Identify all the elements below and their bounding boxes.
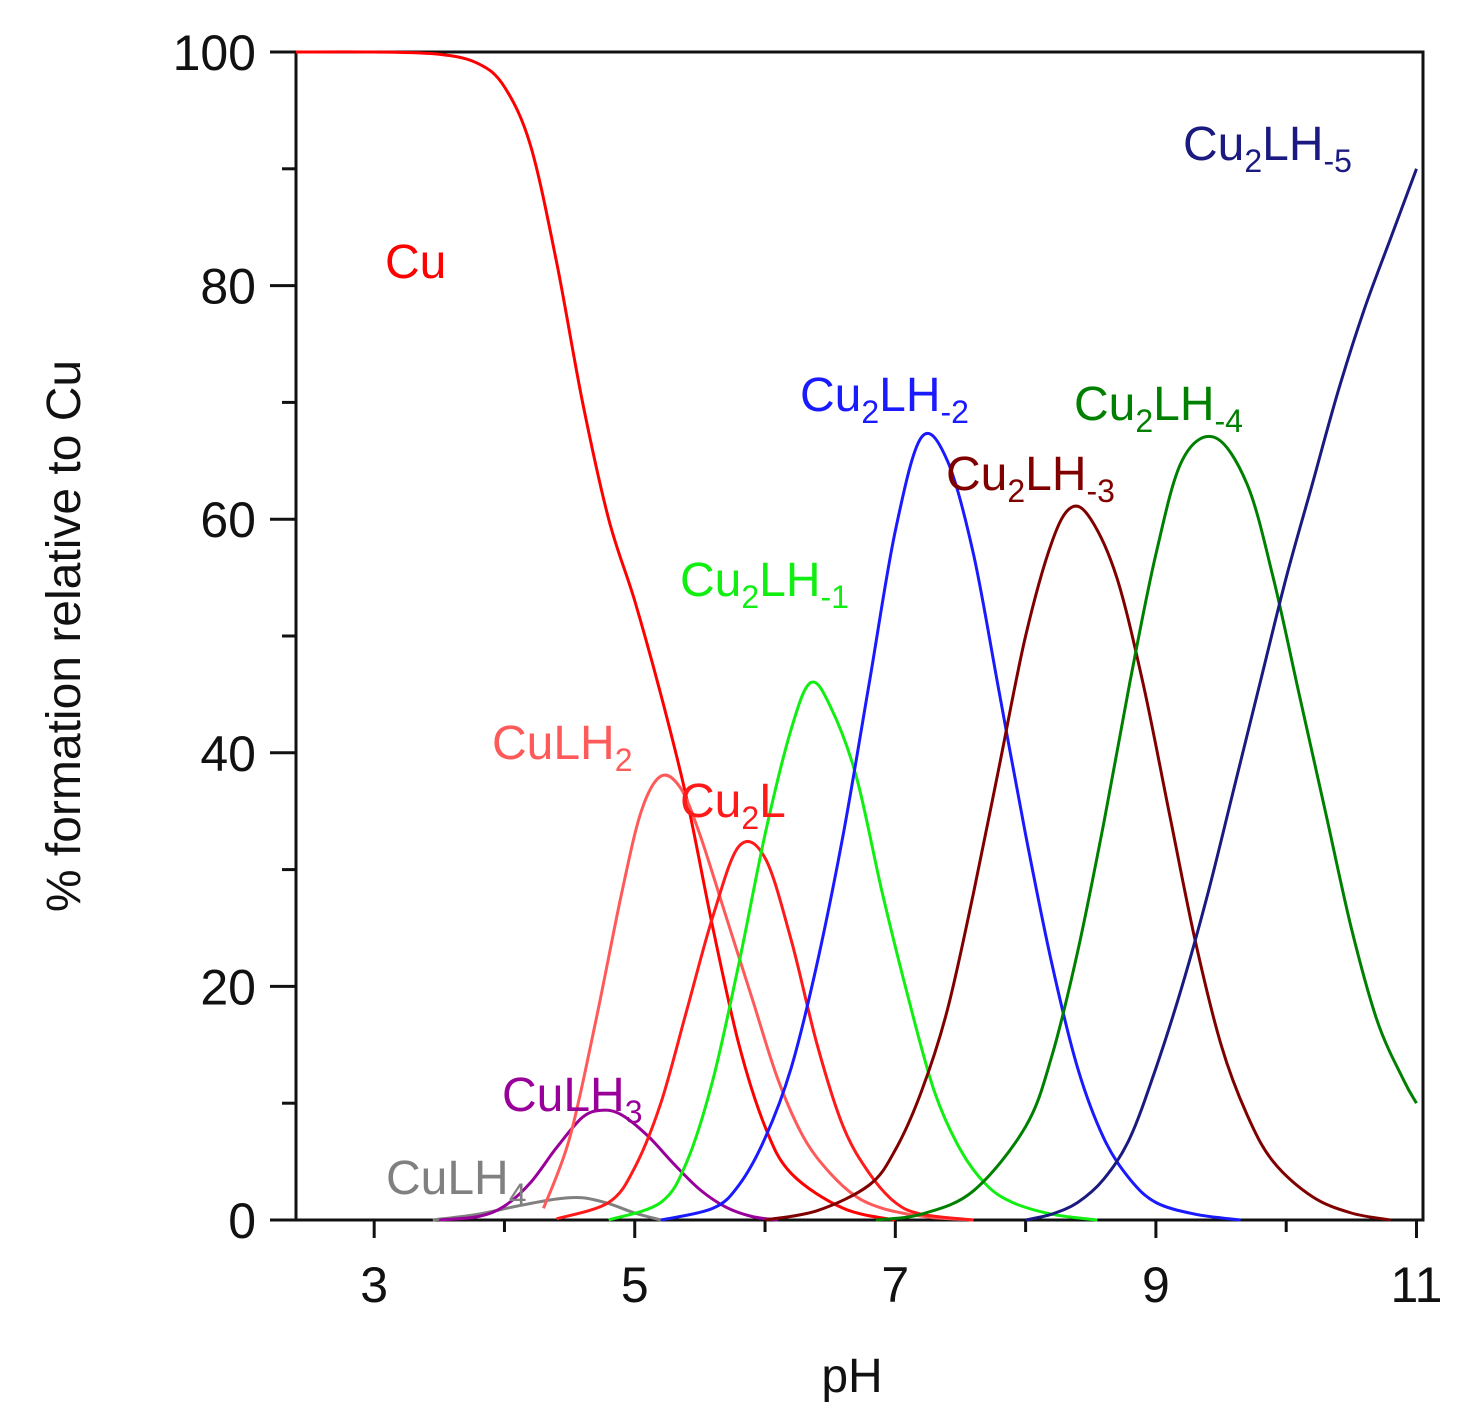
curve-Cu2LH-1 <box>608 680 1098 1222</box>
label-charge: -1 <box>821 579 849 615</box>
y-tick-label: 60 <box>200 492 256 548</box>
curve-Cu2LH-2 <box>660 431 1241 1222</box>
label-main: Cu <box>946 448 1007 501</box>
label-subscript: 2 <box>741 800 759 836</box>
curve-Cu2LH-3 <box>764 504 1391 1222</box>
label-subscript: 2 <box>741 579 759 615</box>
label-main: CuLH <box>492 717 615 770</box>
label-Cu2L: Cu2L <box>680 775 786 836</box>
y-tick-label: 80 <box>200 259 256 315</box>
curve-Cu2L <box>556 840 974 1222</box>
axis-ticks: 3 5 7 9 11 0 20 40 60 80 100 <box>173 25 1443 1313</box>
curve-CuLH3 <box>439 1108 779 1222</box>
label-tail: LH <box>1153 378 1214 431</box>
label-tail: LH <box>1025 448 1086 501</box>
label-charge: -3 <box>1087 473 1115 509</box>
label-tail: L <box>759 775 786 828</box>
curve-Cu2LH-5 <box>1025 168 1418 1222</box>
y-axis-title: % formation relative to Cu <box>38 360 91 912</box>
plot-frame <box>294 50 1425 1222</box>
label-subscript: 3 <box>625 1094 643 1130</box>
label-CuLH3: CuLH3 <box>502 1069 643 1130</box>
label-subscript: 2 <box>615 742 633 778</box>
x-tick-label: 5 <box>621 1257 649 1313</box>
y-tick-label: 0 <box>228 1193 256 1249</box>
label-main: Cu <box>680 554 741 607</box>
label-main: Cu <box>1074 378 1135 431</box>
label-charge: -2 <box>941 394 969 430</box>
label-Cu2LH-1: Cu2LH-1 <box>680 554 849 615</box>
label-subscript: 4 <box>509 1177 527 1213</box>
label-main: CuLH <box>502 1069 625 1122</box>
label-main: Cu <box>800 369 861 422</box>
label-subscript: 2 <box>1244 143 1262 179</box>
label-main: Cu <box>1183 118 1244 171</box>
label-Cu2LH-5: Cu2LH-5 <box>1183 118 1352 179</box>
label-Cu: Cu <box>385 236 446 289</box>
curve-Cu <box>295 50 896 1222</box>
label-CuLH2: CuLH2 <box>492 717 633 778</box>
label-tail: LH <box>759 554 820 607</box>
label-main: Cu <box>385 236 446 289</box>
label-Cu2LH-4: Cu2LH-4 <box>1074 378 1243 439</box>
label-CuLH4: CuLH4 <box>386 1152 527 1213</box>
label-subscript: 2 <box>1007 473 1025 509</box>
x-tick-label: 11 <box>1391 1257 1443 1313</box>
label-Cu2LH-2: Cu2LH-2 <box>800 369 969 430</box>
label-charge: -4 <box>1215 403 1243 439</box>
series-curves <box>295 50 1418 1222</box>
y-tick-label: 20 <box>200 959 256 1015</box>
series-labels: CuCuLH4CuLH3CuLH2Cu2LCu2LH-1Cu2LH-2Cu2LH… <box>385 118 1352 1213</box>
y-tick-label: 40 <box>200 726 256 782</box>
label-main: CuLH <box>386 1152 509 1205</box>
x-axis-title: pH <box>821 1350 882 1403</box>
x-tick-label: 9 <box>1142 1257 1170 1313</box>
label-charge: -5 <box>1324 143 1352 179</box>
curve-Cu2LH-4 <box>875 434 1418 1222</box>
x-tick-label: 7 <box>881 1257 909 1313</box>
label-subscript: 2 <box>861 394 879 430</box>
label-Cu2LH-3: Cu2LH-3 <box>946 448 1115 509</box>
label-subscript: 2 <box>1135 403 1153 439</box>
label-tail: LH <box>1262 118 1323 171</box>
y-tick-label: 100 <box>173 25 256 81</box>
x-tick-label: 3 <box>360 1257 388 1313</box>
label-tail: LH <box>879 369 940 422</box>
label-main: Cu <box>680 775 741 828</box>
curve-CuLH2 <box>542 773 974 1222</box>
